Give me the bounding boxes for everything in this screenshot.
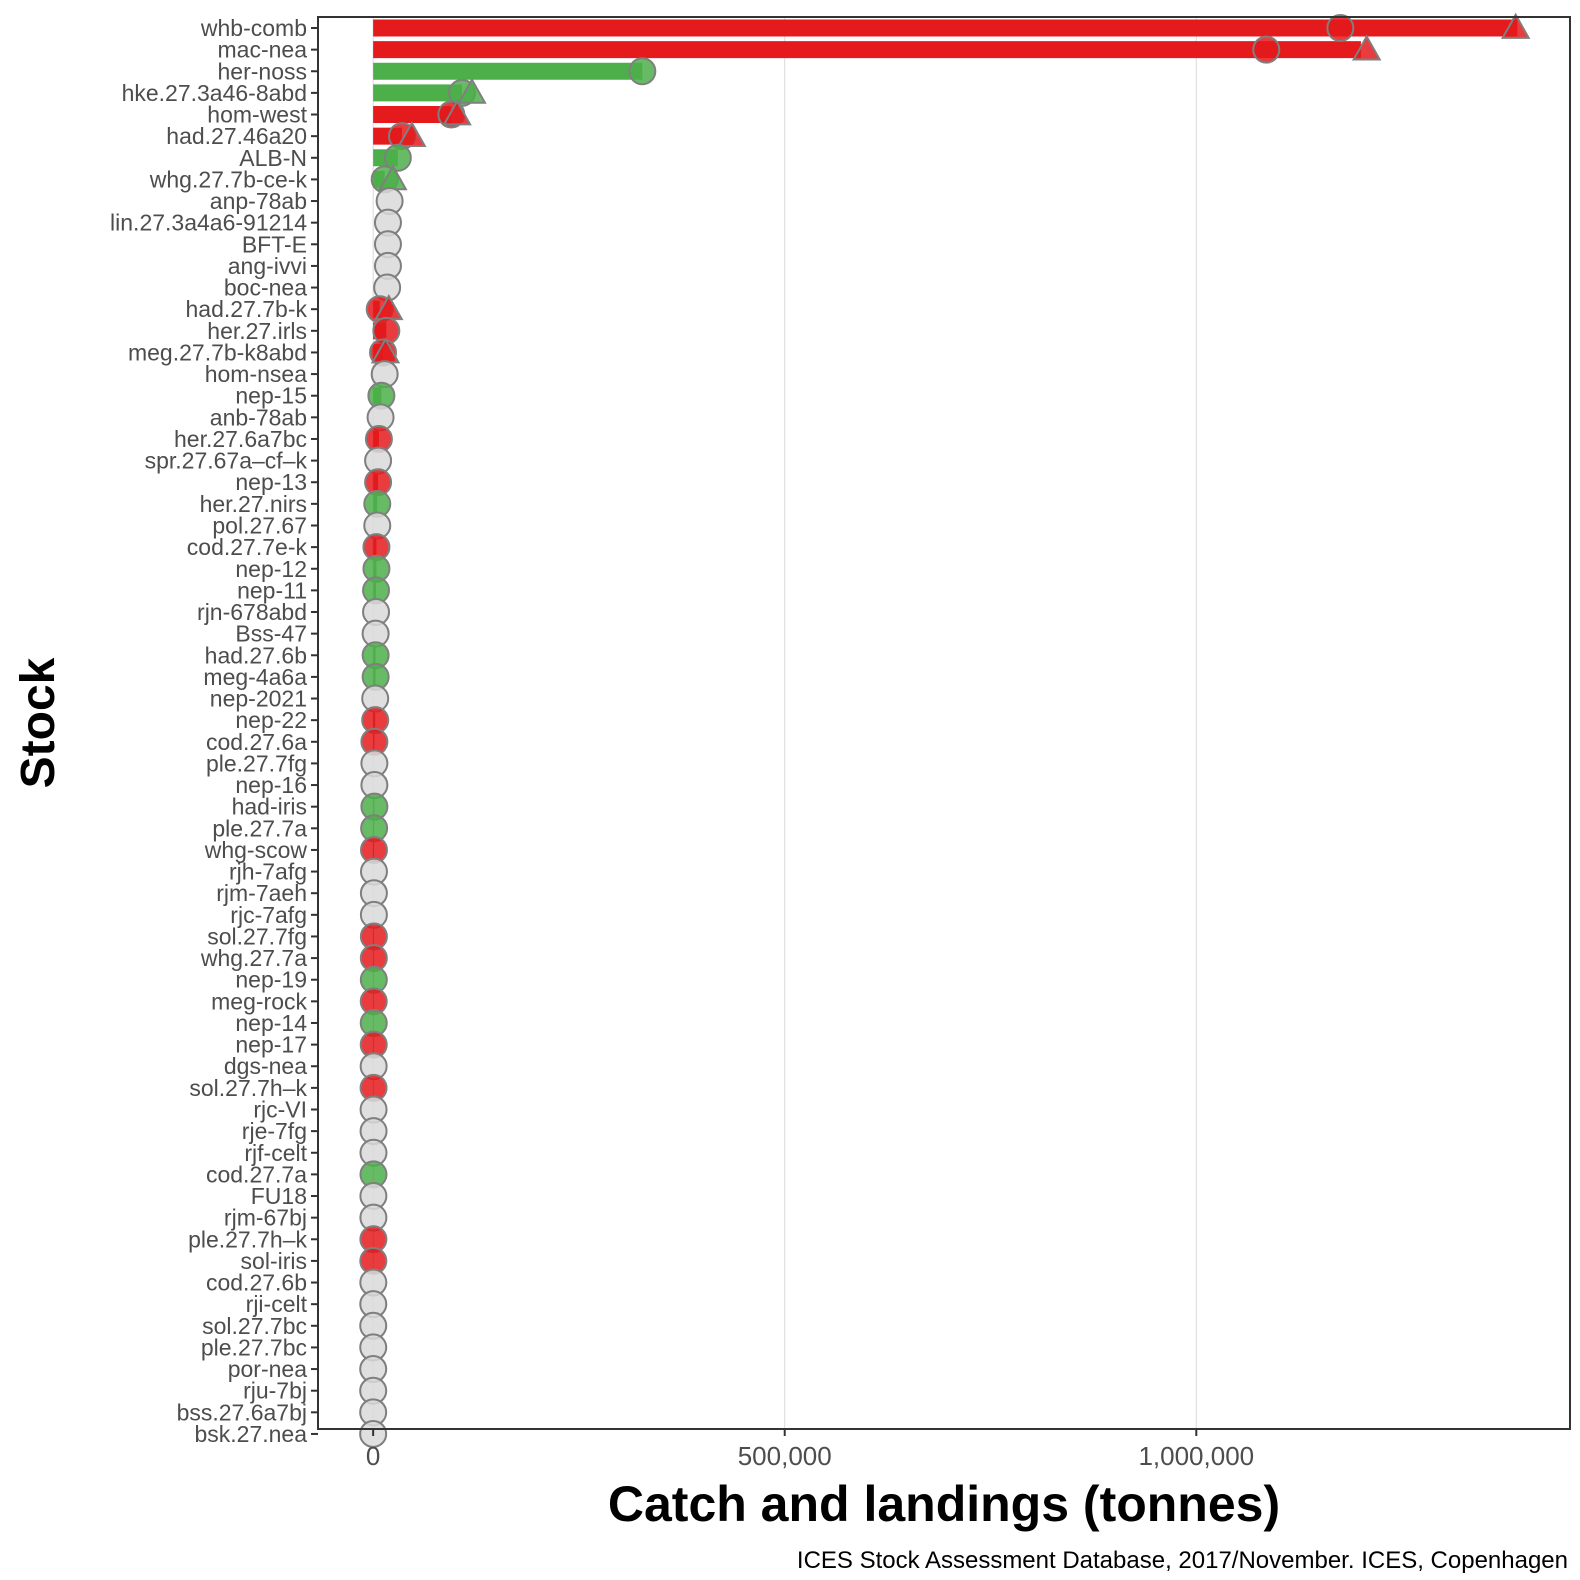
y-tick-label: meg-rock: [211, 988, 307, 1014]
y-tick-label: rju-7bj: [243, 1378, 307, 1404]
y-tick-label: rjm-7aeh: [216, 880, 307, 906]
y-tick-label: sol.27.7bc: [202, 1313, 307, 1339]
y-tick-label: nep-11: [237, 577, 307, 603]
y-tick-label: rji-celt: [246, 1291, 308, 1317]
y-axis-title: Stock: [12, 657, 65, 788]
y-tick-label: BFT-E: [242, 231, 307, 257]
y-tick-label: boc-nea: [224, 275, 307, 301]
y-tick-label: rjh-7afg: [229, 859, 307, 885]
y-tick-label: cod.27.6b: [206, 1270, 307, 1296]
advice-point: [1500, 12, 1531, 39]
y-tick-label: rjm-67bj: [224, 1205, 307, 1231]
y-tick-label: nep-2021: [210, 686, 307, 712]
y-tick-label: nep-16: [235, 772, 307, 798]
y-tick-label: bsk.27.nea: [194, 1421, 307, 1447]
y-tick-label: hom-west: [207, 102, 307, 128]
y-tick-label: Bss-47: [235, 621, 307, 647]
chart-caption: ICES Stock Assessment Database, 2017/Nov…: [797, 1547, 1568, 1574]
y-tick-label: ALB-N: [239, 145, 307, 171]
y-tick-label: rjc-VI: [253, 1097, 307, 1123]
catch-point: [383, 143, 412, 172]
y-tick-label: ple.27.7a: [212, 815, 307, 841]
advice-point: [457, 77, 487, 104]
y-tick-label: whb-comb: [200, 15, 307, 41]
bar: [373, 62, 643, 80]
y-tick-label: sol-iris: [241, 1248, 307, 1274]
x-axis: 0 500,000 1,000,000: [366, 1429, 1254, 1471]
y-tick-label: lin.27.3a4a6-91214: [110, 210, 307, 236]
y-tick-label: cod.27.7e-k: [187, 534, 308, 560]
y-tick-label: mac-nea: [218, 37, 308, 63]
y-tick-label: had.27.6b: [205, 642, 307, 668]
x-tick-label: 500,000: [738, 1441, 832, 1471]
y-tick-label: meg.27.7b-k8abd: [128, 339, 307, 365]
y-tick-label: cod.27.7a: [206, 1161, 307, 1187]
y-axis: whb-combmac-neaher-nosshke.27.3a46-8abdh…: [110, 15, 318, 1447]
y-tick-label: nep-12: [235, 556, 307, 582]
y-tick-label: ple.27.7h–k: [188, 1226, 307, 1252]
y-tick-label: whg.27.7b-ce-k: [149, 166, 308, 192]
y-tick-label: whg-scow: [204, 837, 308, 863]
advice-point: [1351, 34, 1382, 61]
markers: [359, 12, 1531, 1448]
y-tick-label: nep-19: [235, 967, 307, 993]
y-tick-label: had-iris: [232, 794, 307, 820]
y-tick-label: her.27.6a7bc: [174, 426, 307, 452]
advice-point: [442, 99, 472, 126]
y-tick-label: rjc-7afg: [230, 902, 307, 928]
bar: [373, 19, 1518, 37]
y-tick-label: FU18: [251, 1183, 307, 1209]
y-tick-label: her-noss: [218, 58, 307, 84]
bar: [373, 41, 1361, 59]
y-tick-label: ple.27.7fg: [206, 750, 307, 776]
bar: [373, 106, 452, 124]
y-tick-label: cod.27.6a: [206, 729, 307, 755]
y-tick-label: nep-14: [235, 1010, 307, 1036]
catch-point: [1252, 35, 1281, 64]
panel-border: [317, 16, 1571, 1430]
y-tick-label: ple.27.7bc: [201, 1334, 307, 1360]
y-tick-label: rjf-celt: [244, 1140, 307, 1166]
y-tick-label: anp-78ab: [210, 188, 307, 214]
bar: [373, 84, 463, 102]
y-tick-label: rjn-678abd: [197, 599, 307, 625]
y-tick-label: dgs-nea: [224, 1053, 307, 1079]
y-tick-label: whg.27.7a: [200, 945, 307, 971]
catch-point: [628, 57, 657, 86]
y-tick-label: bss.27.6a7bj: [177, 1399, 307, 1425]
y-tick-label: pol.27.67: [212, 512, 307, 538]
x-axis-title: Catch and landings (tonnes): [608, 1476, 1280, 1532]
y-tick-label: meg-4a6a: [203, 664, 307, 690]
x-tick-label: 1,000,000: [1138, 1441, 1254, 1471]
advice-point: [397, 120, 427, 148]
y-tick-label: ang-ivvi: [228, 253, 307, 279]
y-tick-label: rje-7fg: [242, 1118, 307, 1144]
y-tick-label: sol.27.7h–k: [189, 1075, 307, 1101]
y-tick-label: nep-17: [235, 1032, 307, 1058]
y-tick-label: hom-nsea: [205, 361, 307, 387]
y-tick-label: hke.27.3a46-8abd: [122, 80, 307, 106]
y-tick-label: por-nea: [228, 1356, 307, 1382]
y-tick-label: had.27.46a20: [166, 123, 307, 149]
y-tick-label: nep-15: [235, 383, 307, 409]
y-tick-label: nep-13: [235, 469, 307, 495]
y-tick-label: nep-22: [235, 707, 307, 733]
y-tick-label: spr.27.67a–cf–k: [145, 448, 308, 474]
x-tick-label: 0: [366, 1441, 380, 1471]
y-tick-label: had.27.7b-k: [186, 296, 308, 322]
y-tick-label: her.27.irls: [207, 318, 307, 344]
y-tick-label: sol.27.7fg: [207, 923, 307, 949]
y-tick-label: her.27.nirs: [200, 491, 307, 517]
catch-point: [1326, 14, 1355, 42]
y-tick-label: anb-78ab: [210, 404, 307, 430]
